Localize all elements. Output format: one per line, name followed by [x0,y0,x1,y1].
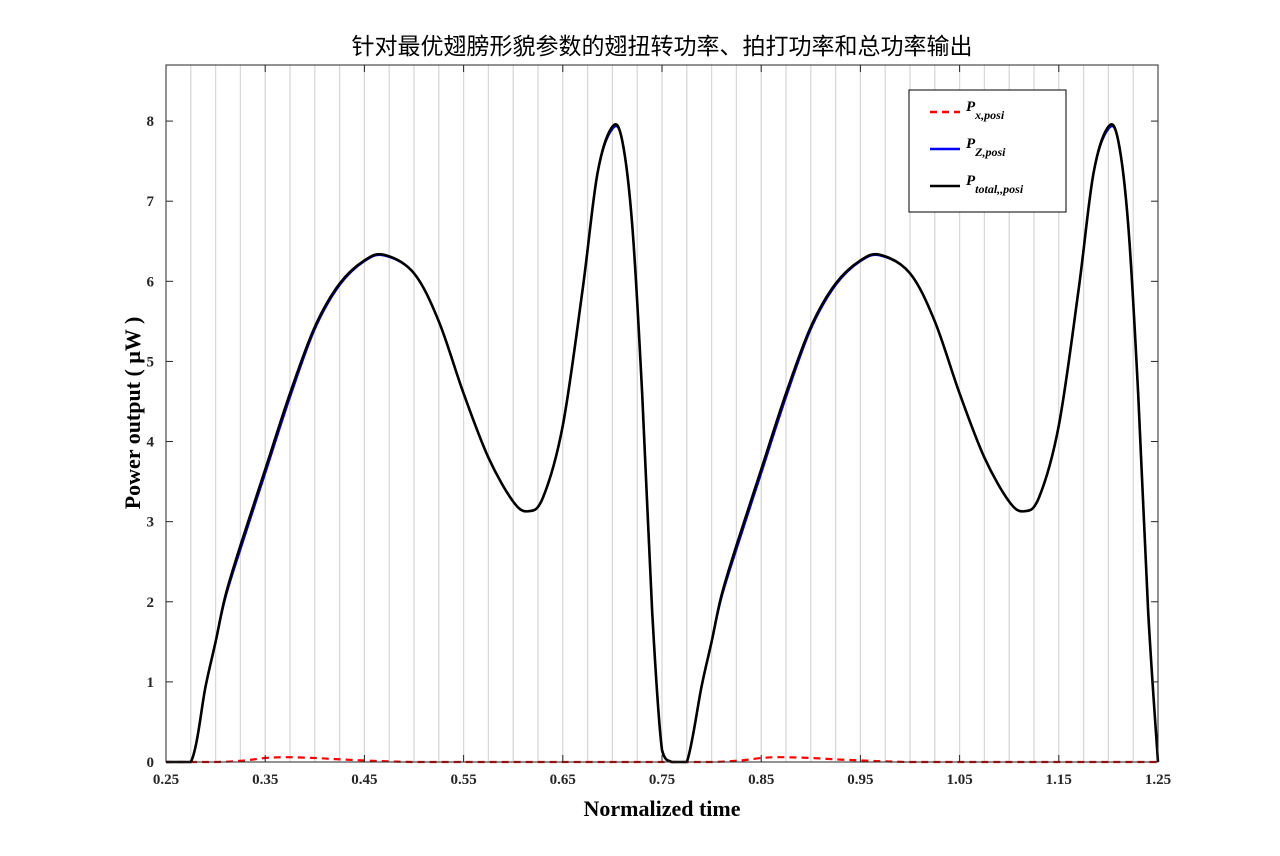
x-tick-label: 0.65 [550,772,576,788]
x-tick-label: 0.35 [252,772,278,788]
legend-label: Px,posi [966,99,1005,122]
legend-entries: Px,posi PZ,posi Ptotal,,posi [930,99,1024,196]
y-tick-label: 7 [147,194,155,210]
x-tick-label: 0.85 [748,772,774,788]
x-axis-ticks: 0.25 0.35 0.45 0.55 0.65 0.75 0.85 0.95 1.05 1.15… [153,65,1171,788]
x-tick-label: 0.45 [351,772,377,788]
y-tick-label: 0 [147,755,155,771]
y-tick-label: 3 [147,515,155,531]
x-tick-label: 1.25 [1145,772,1171,788]
x-axis-label: Normalized time [584,796,741,821]
x-tick-label: 0.25 [153,772,179,788]
y-tick-label: 2 [147,595,155,611]
y-tick-label: 4 [147,435,155,451]
legend-label: PZ,posi [966,136,1006,159]
y-tick-label: 8 [147,114,155,130]
legend-box [908,89,1067,213]
x-tick-label: 1.05 [946,772,972,788]
y-axis-ticks: 0 1 2 3 4 5 6 7 8 [147,114,1158,771]
x-tick-label: 1.15 [1046,772,1072,788]
y-tick-label: 6 [147,274,155,290]
grid-lines [190,65,1134,762]
x-tick-label: 0.75 [649,772,675,788]
legend: Px,posi PZ,posi Ptotal,,posi [908,89,1067,213]
y-axis-label: Power output ( μW ) [120,317,145,510]
chart-title: 针对最优翅膀形貌参数的翅扭转功率、拍打功率和总功率输出 [352,34,973,60]
legend-label: Ptotal,,posi [966,173,1024,196]
y-tick-label: 5 [147,354,155,370]
x-tick-label: 0.95 [847,772,873,788]
y-tick-label: 1 [147,675,155,691]
x-tick-label: 0.55 [450,772,476,788]
series-line-3 [166,123,1160,764]
